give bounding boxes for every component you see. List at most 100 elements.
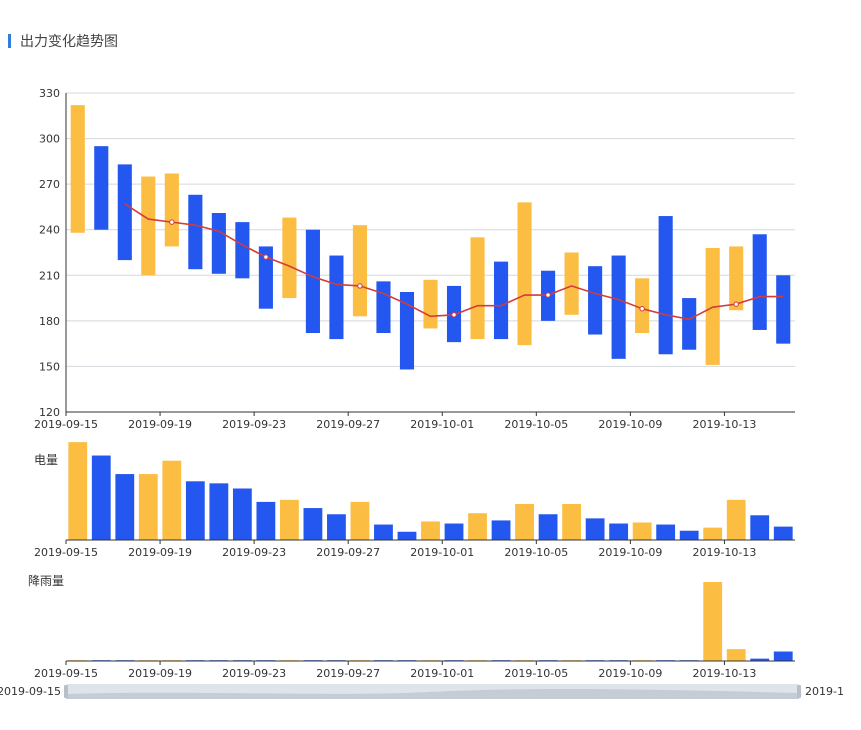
x-tick-label: 2019-10-09 [598,546,662,559]
zoom-start-label: 2019-09-15 [0,685,61,698]
candle-2019-10-03 [493,261,509,340]
candle-2019-09-18 [141,176,156,276]
zoom-handle-right [797,685,801,698]
x-tick-label: 2019-10-05 [504,418,568,431]
electricity-bar-2019-10-14 [750,515,770,540]
x-tick-label: 2019-09-27 [316,418,380,431]
x-tick-label: 2019-09-27 [316,546,380,559]
electricity-bar-2019-09-22 [232,488,252,540]
chart-title: 出力变化趋势图 [20,34,118,50]
rainfall-bar-2019-10-14 [750,658,770,661]
electricity-label: 电量 [34,453,58,467]
electricity-bar-2019-10-03 [491,520,511,540]
y-axis-main: 120 150 180 210 240 270 300 330 [39,87,67,419]
electricity-bar-2019-10-13 [726,499,746,540]
candle-2019-09-22 [235,222,250,279]
moving-average-series [124,203,784,321]
electricity-bar-2019-09-19 [162,460,182,540]
candle-2019-09-20 [188,194,203,270]
electricity-bar-2019-10-15 [773,526,793,540]
title-accent-bar [8,34,11,48]
ma-point [733,301,739,307]
x-tick-label: 2019-09-27 [316,667,380,680]
x-axis-electricity: 2019-09-15 2019-09-19 2019-09-23 2019-09-27… [34,539,795,559]
ma-point [639,306,645,312]
x-tick-label: 2019-10-01 [410,667,474,680]
electricity-bar-2019-10-07 [585,518,605,540]
y-tick-label: 270 [39,178,60,191]
rainfall-bar-2019-10-13 [726,649,746,661]
x-axis-rainfall: 2019-09-15 2019-09-19 2019-09-23 2019-09-27… [34,660,795,680]
x-tick-label: 2019-09-19 [128,418,192,431]
x-tick-label: 2019-09-15 [34,667,98,680]
electricity-bar-2019-09-25 [303,508,323,540]
ma-point [263,254,269,260]
electricity-bar-2019-09-16 [91,455,111,540]
electricity-bar-2019-09-20 [185,481,205,540]
candle-2019-10-08 [611,255,626,359]
x-tick-label: 2019-09-19 [128,546,192,559]
x-tick-label: 2019-09-23 [222,667,286,680]
y-tick-label: 180 [39,315,60,328]
rainfall-label: 降雨量 [28,574,64,588]
electricity-bar-2019-10-08 [609,523,629,540]
candle-2019-09-25 [305,229,320,334]
zoom-preview-area [66,689,799,699]
candle-2019-10-11 [682,298,697,350]
rainfall-bar-2019-10-12 [703,582,723,661]
x-tick-label: 2019-10-13 [692,418,756,431]
x-tick-label: 2019-10-13 [692,546,756,559]
data-zoom-slider[interactable]: 2019-09-15 2019-1 [0,684,844,699]
y-tick-label: 330 [39,87,60,100]
candle-2019-09-19 [164,173,179,247]
electricity-bar-2019-10-11 [679,530,699,540]
rainfall-bar-2019-10-15 [773,651,793,661]
electricity-bar-2019-09-28 [374,524,393,540]
x-tick-label: 2019-10-13 [692,667,756,680]
chart-title-wrap: 出力变化趋势图 [8,32,118,50]
x-tick-label: 2019-10-01 [410,546,474,559]
candlestick-series [70,105,791,370]
x-tick-label: 2019-10-09 [598,667,662,680]
y-tick-label: 210 [39,269,60,282]
electricity-bar-2019-09-29 [397,531,417,540]
electricity-bar-2019-09-24 [279,499,299,540]
electricity-bar-2019-10-09 [632,522,652,540]
x-tick-label: 2019-09-19 [128,667,192,680]
candle-2019-09-24 [282,217,297,299]
electricity-bar-2019-09-26 [327,514,346,540]
candle-2019-09-21 [211,213,226,274]
ma-point [169,219,175,225]
electricity-bar-2019-10-01 [444,523,464,540]
electricity-bar-2019-09-15 [68,442,88,540]
candle-2019-10-07 [588,266,603,335]
y-tick-label: 240 [39,224,60,237]
candle-2019-09-30 [423,279,438,329]
candle-2019-09-28 [376,281,391,334]
electricity-bars [68,442,793,540]
candle-2019-10-06 [564,252,579,315]
candle-2019-09-23 [258,246,273,309]
ma-point [545,292,551,298]
x-axis-main: 2019-09-15 2019-09-19 2019-09-23 2019-09-27… [34,411,795,431]
ma-point [451,312,457,318]
electricity-bar-2019-10-05 [538,514,558,540]
electricity-bar-2019-10-12 [703,527,723,540]
electricity-bar-2019-09-21 [209,483,229,540]
electricity-bar-2019-09-23 [256,501,276,540]
electricity-bar-2019-09-18 [138,474,158,540]
candle-2019-10-10 [658,216,673,355]
candle-2019-10-14 [752,234,767,330]
x-tick-label: 2019-09-23 [222,546,286,559]
y-tick-label: 150 [39,360,60,373]
candle-2019-10-04 [517,202,532,346]
zoom-handle-left [64,685,68,698]
candle-2019-10-02 [470,237,485,340]
electricity-bar-2019-10-06 [562,503,582,540]
candlestick-grid [66,92,795,413]
ma-point [357,283,363,289]
candle-2019-09-17 [117,164,132,261]
electricity-bar-2019-09-30 [421,521,440,540]
x-tick-label: 2019-09-15 [34,418,98,431]
